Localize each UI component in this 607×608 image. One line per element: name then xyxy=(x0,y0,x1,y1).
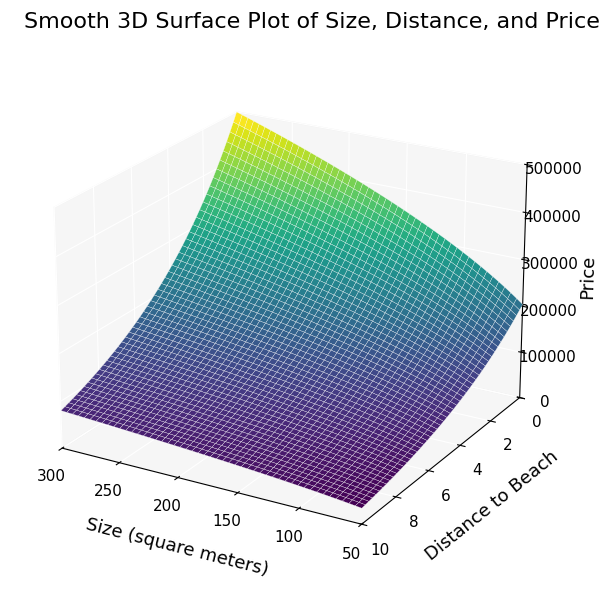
X-axis label: Size (square meters): Size (square meters) xyxy=(84,516,270,579)
Y-axis label: Distance to Beach: Distance to Beach xyxy=(422,447,561,564)
Text: Smooth 3D Surface Plot of Size, Distance, and Price: Smooth 3D Surface Plot of Size, Distance… xyxy=(24,12,600,32)
